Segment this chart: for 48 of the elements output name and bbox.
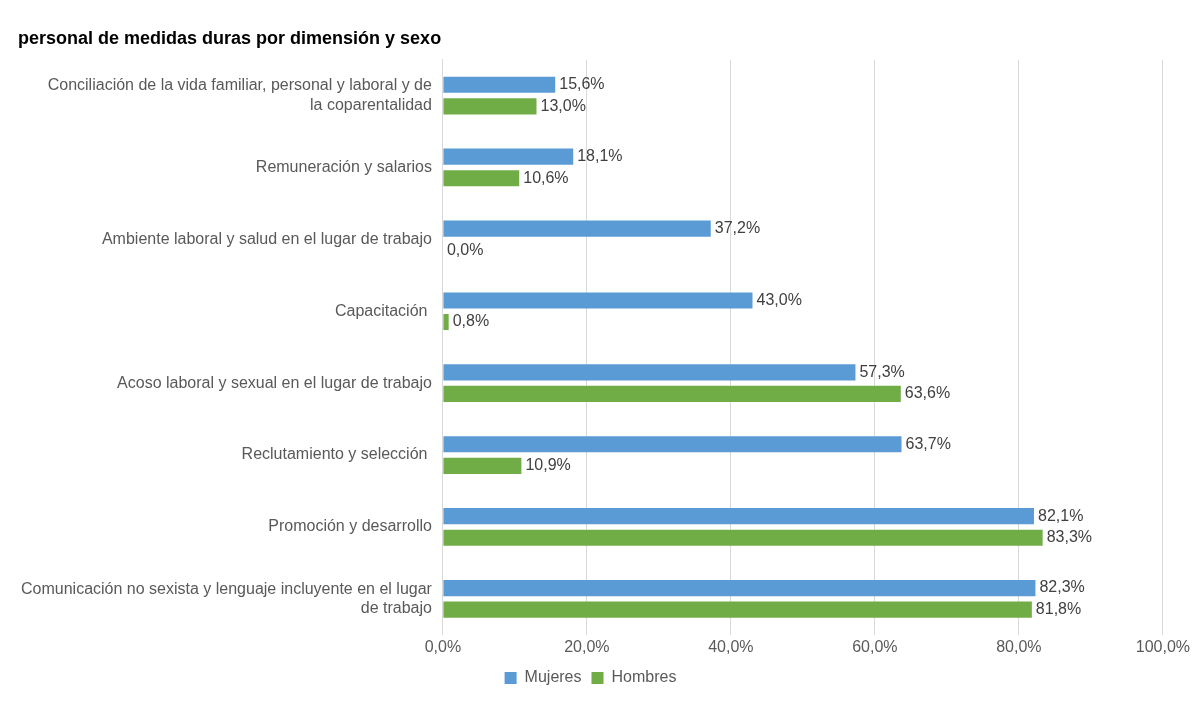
data-label: 57,3% (859, 362, 905, 380)
y-tick-label: Conciliación de la vida familiar, personal y laboral y de la coparentalidad (47, 76, 433, 113)
bar (443, 292, 753, 309)
data-label: 63,7% (905, 434, 951, 452)
y-tick-label: Capacitación (334, 301, 432, 319)
bar (443, 385, 901, 403)
y-tick-label: Reclutamiento y selección (241, 445, 432, 463)
bar (443, 436, 902, 453)
x-tick-label: 100,0% (1135, 637, 1190, 655)
bar (443, 579, 1036, 597)
data-label: 13,0% (540, 96, 586, 114)
legend-label: Mujeres (524, 668, 582, 686)
data-label: 82,1% (1038, 506, 1084, 524)
bar (443, 601, 1032, 618)
data-label: 10,9% (525, 456, 571, 474)
x-tick-label: 40,0% (708, 637, 754, 655)
bar (443, 313, 449, 331)
data-label: 82,3% (1039, 578, 1085, 596)
data-label: 0,0% (446, 240, 484, 258)
bar (443, 529, 1043, 546)
data-label: 43,0% (756, 290, 802, 308)
data-label: 37,2% (714, 218, 761, 236)
bar (443, 457, 522, 474)
data-label: 15,6% (559, 75, 605, 93)
data-label: 10,6% (523, 168, 569, 186)
y-tick-label: Ambiente laboral y salud en el lugar de trabajo (101, 229, 433, 247)
bar (443, 76, 556, 93)
data-label: 0,8% (452, 312, 490, 330)
x-tick-label: 60,0% (852, 637, 898, 655)
y-tick-label: Remuneración y salarios (255, 157, 432, 175)
x-tick-label: 20,0% (564, 637, 610, 655)
bar (443, 364, 856, 381)
data-label: 18,1% (577, 147, 623, 165)
bar (443, 508, 1034, 525)
x-tick-label: 0,0% (424, 637, 462, 655)
legend-label: Hombres (611, 668, 677, 686)
bar (443, 148, 574, 165)
y-tick-label: Promoción y desarrollo (268, 517, 433, 535)
bar (443, 98, 537, 115)
bar (443, 220, 711, 237)
data-label: 63,6% (904, 384, 951, 402)
x-tick-label: 80,0% (996, 637, 1042, 655)
y-tick-label: Acoso laboral y sexual en el lugar de trabajo (117, 373, 433, 391)
y-tick-label: Comunicación no sexista y lenguaje incluyente en el lugar de trabajo (20, 579, 433, 616)
text: personal de medidas duras por dimensión y sexo (18, 27, 442, 48)
data-label: 81,8% (1035, 600, 1082, 618)
bar (443, 170, 520, 187)
data-label: 83,3% (1046, 528, 1093, 546)
